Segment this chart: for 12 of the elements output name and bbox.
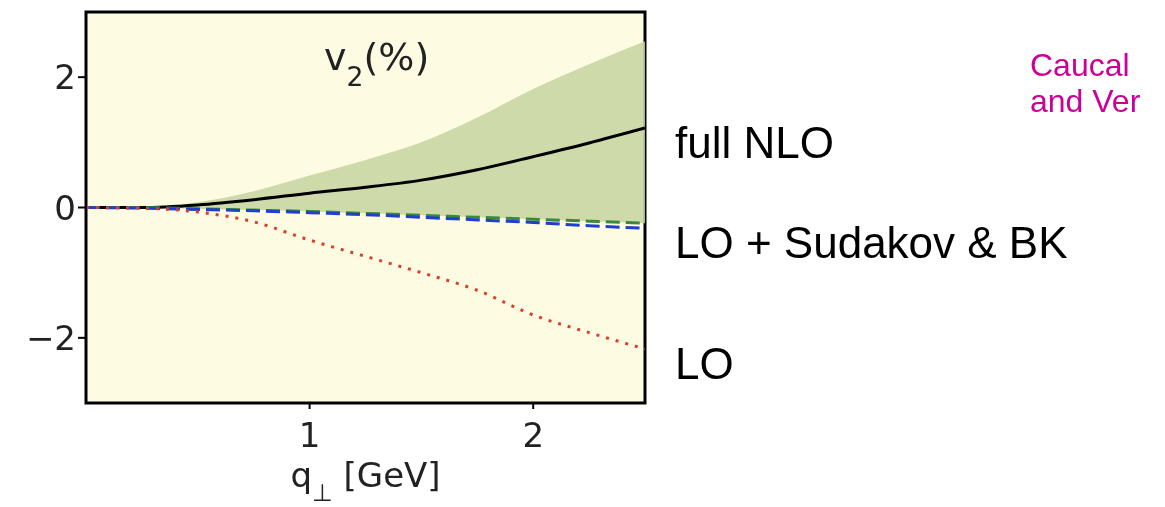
text: and Ver [1030, 83, 1141, 119]
y-tick-label: −2 [25, 317, 76, 358]
x-axis-title: q$_{⊥}$ [GeV] [290, 455, 441, 507]
x-tick-label: 1 [298, 415, 321, 456]
series-label: full NLO [675, 118, 834, 167]
y-tick-label: 0 [54, 187, 76, 228]
y-tick-label: 2 [54, 57, 76, 98]
line-series [86, 206, 645, 351]
series-label: LO [675, 338, 734, 388]
text: Caucal [1030, 47, 1130, 83]
text: v$_{2}$(%) [324, 35, 430, 92]
series-label: LO + Sudakov & BK [675, 218, 1068, 268]
